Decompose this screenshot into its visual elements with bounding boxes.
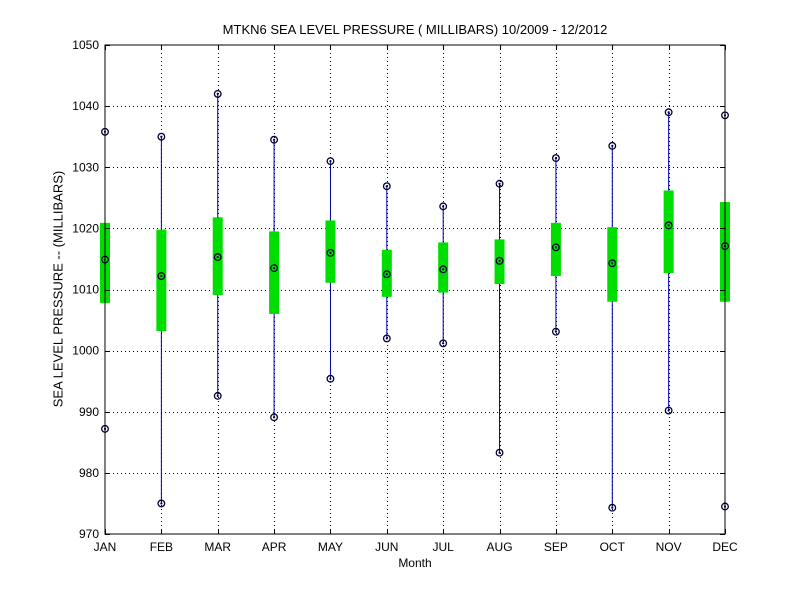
median-marker-jul (439, 265, 448, 274)
median-marker-dot-apr (272, 267, 276, 270)
x-tick-label: OCT (600, 540, 626, 554)
max-marker-dot-aug (498, 182, 501, 185)
whiskers (104, 93, 726, 508)
x-tick-label: JAN (94, 540, 117, 554)
max-marker-mar (213, 89, 222, 98)
median-marker-dot-oct (611, 262, 614, 265)
max-marker-dot-jun (385, 185, 388, 188)
box-apr (269, 231, 280, 314)
y-tick-label: 1020 (72, 221, 99, 235)
y-tick-label: 970 (79, 527, 99, 541)
plot-frame (104, 44, 726, 535)
min-marker-dot-feb (160, 502, 163, 505)
box-jul (438, 242, 449, 293)
max-marker-sep (551, 154, 560, 163)
min-marker-oct (608, 503, 617, 512)
min-marker-jun (382, 334, 391, 343)
max-marker-jun (382, 182, 391, 191)
median-marker-dot-jul (442, 268, 445, 271)
min-marker-dot-sep (554, 330, 558, 333)
markers (101, 89, 729, 512)
max-marker-may (326, 157, 335, 166)
tick-labels: 970 980 990 1000 1010 1020 1030 1040 1050 JAN FEB M… (72, 38, 738, 554)
y-tick-label: 980 (79, 466, 99, 480)
x-tick-label: DEC (712, 540, 738, 554)
boxes (100, 190, 730, 332)
median-marker-nov (664, 221, 673, 230)
min-marker-apr (270, 413, 279, 422)
min-marker-nov (664, 406, 673, 415)
box-sep (550, 222, 561, 277)
min-marker-mar (213, 391, 222, 400)
max-marker-dot-mar (216, 92, 219, 95)
min-marker-dot-may (329, 377, 332, 380)
median-marker-oct (608, 259, 617, 268)
max-marker-dot-oct (611, 144, 614, 147)
min-marker-dot-apr (272, 416, 276, 419)
box-oct (607, 227, 618, 302)
median-marker-dot-sep (554, 246, 558, 249)
max-marker-oct (608, 141, 617, 150)
max-marker-dot-apr (272, 138, 276, 141)
y-tick-label: 990 (79, 405, 99, 419)
min-marker-dot-mar (216, 394, 219, 397)
x-tick-label: SEP (544, 540, 568, 554)
median-marker-dot-feb (160, 274, 163, 278)
median-marker-dot-may (329, 251, 332, 254)
x-axis-label: Month (398, 556, 432, 570)
median-marker-may (326, 248, 335, 257)
x-tick-label: AUG (487, 540, 513, 554)
x-tick-label: FEB (150, 540, 173, 554)
median-marker-feb (157, 272, 166, 281)
x-tick-label: JUN (375, 540, 398, 554)
median-marker-dot-mar (216, 256, 219, 259)
grid-lines (105, 45, 725, 534)
max-marker-dot-jul (442, 205, 445, 208)
box-may (325, 220, 336, 283)
chart-title: MTKN6 SEA LEVEL PRESSURE ( MILLIBARS) 10… (222, 22, 608, 37)
max-marker-dot-may (329, 160, 332, 163)
median-marker-mar (213, 253, 222, 262)
max-marker-jul (439, 202, 448, 211)
x-tick-label: MAR (204, 540, 231, 554)
max-marker-dot-feb (160, 135, 163, 138)
median-marker-apr (270, 264, 279, 273)
min-marker-sep (551, 327, 560, 336)
max-marker-nov (664, 108, 673, 117)
box-nov (663, 190, 674, 273)
y-tick-label: 1050 (72, 38, 99, 52)
max-marker-feb (157, 132, 166, 141)
max-marker-dot-sep (554, 156, 558, 160)
axis-ticks (105, 45, 726, 535)
median-marker-sep (551, 243, 560, 252)
median-marker-dot-jun (385, 273, 388, 276)
median-marker-aug (495, 256, 504, 265)
max-marker-aug (495, 179, 504, 188)
x-tick-label: JUL (433, 540, 455, 554)
y-tick-label: 1040 (72, 99, 99, 113)
x-tick-label: MAY (318, 540, 343, 554)
median-marker-dot-aug (498, 259, 501, 262)
y-tick-label: 1000 (72, 344, 99, 358)
y-axis-label: SEA LEVEL PRESSURE -- (MILLIBARS) (50, 170, 66, 408)
min-marker-may (326, 374, 335, 383)
box-feb (156, 229, 167, 332)
min-marker-aug (495, 448, 504, 457)
min-marker-jul (439, 339, 448, 348)
min-marker-feb (157, 499, 166, 508)
y-tick-label: 1030 (72, 160, 99, 174)
y-tick-label: 1010 (72, 283, 99, 297)
x-tick-label: NOV (656, 540, 682, 554)
median-marker-dot-nov (667, 224, 670, 227)
min-marker-dot-jun (385, 337, 388, 340)
min-marker-dot-nov (667, 409, 670, 412)
median-marker-jun (382, 270, 391, 279)
min-marker-dot-jul (442, 342, 445, 345)
max-marker-dot-nov (667, 111, 670, 114)
max-marker-apr (270, 135, 279, 144)
min-marker-dot-oct (611, 506, 614, 509)
x-tick-label: APR (262, 540, 287, 554)
min-marker-dot-aug (498, 451, 501, 454)
